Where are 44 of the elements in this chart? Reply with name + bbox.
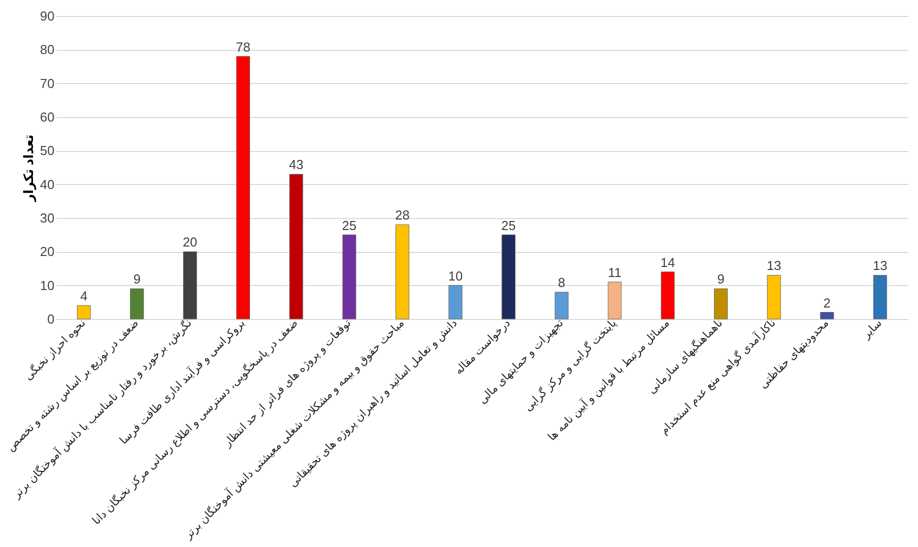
data-label: 11 — [608, 264, 622, 280]
y-tick-label: 50 — [40, 143, 54, 158]
data-label: 28 — [395, 208, 410, 223]
data-label: 13 — [766, 258, 782, 274]
bar — [342, 234, 356, 320]
y-tick-label: 0 — [47, 312, 54, 326]
y-tick-label: 30 — [40, 210, 54, 226]
data-label: 20 — [182, 234, 198, 250]
bar — [554, 292, 569, 320]
data-label: 10 — [448, 268, 463, 284]
data-label: 4 — [80, 288, 88, 304]
data-label: 13 — [872, 258, 888, 274]
data-label: 25 — [342, 218, 357, 233]
bar — [608, 282, 622, 320]
data-label: 14 — [660, 254, 676, 270]
data-label: 2 — [823, 295, 831, 310]
bar — [820, 312, 834, 320]
y-tick-label: 80 — [40, 42, 54, 58]
data-label: 25 — [501, 218, 516, 233]
bar — [873, 274, 888, 320]
data-label: 43 — [288, 157, 304, 172]
data-label: 9 — [133, 272, 141, 287]
bar — [714, 288, 728, 320]
data-label: 8 — [558, 275, 566, 290]
bar — [448, 285, 462, 320]
y-tick-label: 20 — [40, 244, 54, 260]
y-tick-label: 40 — [40, 176, 54, 192]
data-label: 9 — [717, 272, 724, 287]
bar — [289, 174, 304, 320]
bar — [660, 272, 675, 320]
bar — [767, 274, 781, 320]
y-tick-label: 10 — [40, 278, 54, 293]
y-axis-title: تعداد تکرار — [21, 134, 38, 202]
bar — [130, 288, 144, 320]
bar — [502, 234, 516, 320]
bar — [395, 224, 410, 320]
bar — [183, 251, 197, 320]
y-tick-label: 70 — [40, 76, 54, 91]
data-label: 78 — [236, 39, 250, 54]
y-tick-label: 90 — [40, 8, 54, 24]
y-tick-label: 60 — [40, 110, 54, 124]
bar — [236, 56, 250, 320]
bar — [76, 305, 91, 320]
x-tick-label: سایر — [860, 317, 884, 342]
